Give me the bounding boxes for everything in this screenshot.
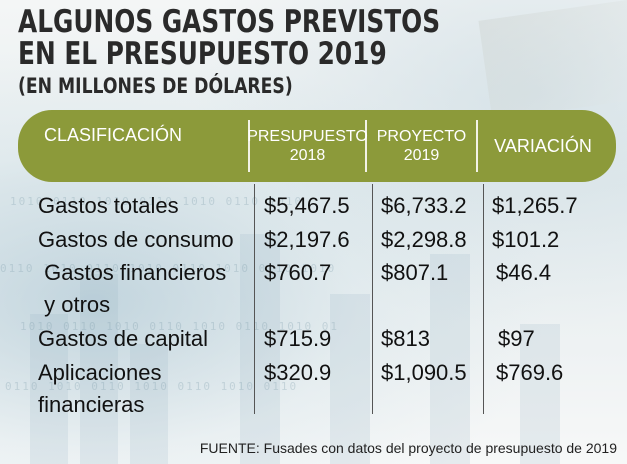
row-label: Gastos financieros: [38, 260, 227, 285]
header-divider: [365, 120, 367, 172]
cell-project-2019: $807.1: [381, 260, 449, 285]
column-divider: [254, 184, 255, 414]
header-variation: VARIACIÓN: [494, 135, 592, 156]
title-line-1: ALGUNOS GASTOS PREVISTOS: [18, 4, 441, 40]
cell-project-2019: $2,298.8: [381, 227, 467, 252]
header-divider: [476, 120, 478, 172]
cell-variation: $97: [498, 326, 535, 351]
row-label-line2: y otros: [38, 292, 111, 317]
row-label-line2: financieras: [38, 392, 145, 417]
header-classification: CLASIFICACIÓN: [44, 125, 183, 145]
cell-project-2019: $1,090.5: [381, 360, 467, 385]
header-project-2019-line1: PROYECTO: [376, 128, 467, 145]
header-project-2019: PROYECTO 2019: [367, 110, 476, 182]
column-divider: [372, 184, 373, 414]
cell-budget-2018: $2,197.6: [264, 227, 350, 252]
cell-budget-2018: $760.7: [264, 260, 332, 285]
header-project-2019-line2: 2019: [403, 147, 440, 164]
header-budget-2018: PRESUPUESTO 2018: [247, 110, 368, 182]
source-note: FUENTE: Fusades con datos del proyecto d…: [199, 440, 617, 456]
cell-budget-2018: $5,467.5: [264, 193, 350, 218]
background-bar: [30, 314, 68, 464]
row-label: Gastos de capital: [38, 326, 208, 351]
page-title: ALGUNOS GASTOS PREVISTOS EN EL PRESUPUES…: [18, 6, 440, 70]
header-budget-2018-line2: 2018: [289, 147, 326, 164]
background-digits: 1010 0110 1010 0110 1010 0110 1010: [10, 195, 304, 208]
row-label: Gastos totales: [38, 193, 179, 218]
cell-project-2019: $6,733.2: [381, 193, 467, 218]
background-digits: 1010 0110 1010 0110 1010 0110 1010 01: [20, 320, 340, 333]
background-bar: [520, 324, 560, 464]
header-budget-2018-line1: PRESUPUESTO: [247, 128, 368, 145]
cell-variation: $101.2: [492, 227, 560, 252]
header-divider: [248, 120, 250, 172]
background-digits: 0110 1010 0110 1010 0110 1010 0110: [5, 380, 299, 393]
column-divider: [483, 184, 484, 414]
background-bar: [240, 234, 280, 464]
cell-budget-2018: $320.9: [264, 360, 332, 385]
cell-variation: $1,265.7: [492, 193, 578, 218]
subtitle: (EN MILLONES DE DÓLARES): [18, 74, 293, 98]
row-label: Aplicaciones: [38, 360, 162, 385]
cell-budget-2018: $715.9: [264, 326, 332, 351]
cell-project-2019: $813: [381, 326, 430, 351]
banknote-decoration: [478, 0, 627, 120]
row-label: Gastos de consumo: [38, 227, 234, 252]
background-digits: 0110 1010 0110 1010 0110 1010 0110 1010: [0, 262, 337, 275]
title-line-2: EN EL PRESUPUESTO 2019: [18, 36, 387, 72]
cell-variation: $769.6: [496, 360, 564, 385]
background-bar: [430, 254, 470, 464]
cell-variation: $46.4: [496, 260, 552, 285]
background-bar: [130, 344, 168, 464]
background-bar: [80, 274, 118, 464]
table-header: CLASIFICACIÓN PRESUPUESTO 2018 PROYECTO …: [18, 110, 616, 182]
background-bar: [330, 294, 370, 464]
